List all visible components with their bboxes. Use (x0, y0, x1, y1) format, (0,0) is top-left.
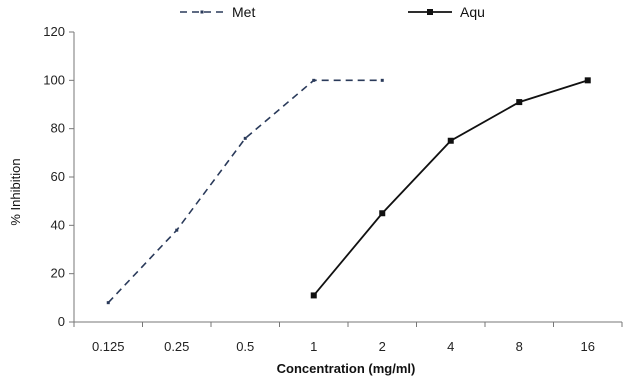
x-axis-title: Concentration (mg/ml) (277, 361, 416, 376)
legend-label-met: Met (232, 4, 255, 20)
series-line-aqu (313, 79, 589, 296)
x-tick-label: 2 (379, 339, 386, 354)
data-point-aqu (379, 210, 386, 217)
data-point-met (312, 78, 316, 82)
y-tick-label: 80 (51, 121, 65, 136)
data-point-met (106, 301, 110, 305)
data-point-aqu (447, 137, 454, 144)
x-tick-label: 0.125 (92, 339, 125, 354)
y-tick-label: 20 (51, 266, 65, 281)
x-tick-label: 8 (516, 339, 523, 354)
data-point-aqu (516, 99, 523, 106)
data-point-met (175, 228, 179, 232)
legend-label-aqu: Aqu (460, 4, 485, 20)
y-tick-label: 120 (43, 24, 65, 39)
x-tick-label: 16 (581, 339, 595, 354)
data-point-aqu (584, 77, 591, 84)
data-point-aqu (310, 292, 317, 299)
y-tick-label: 0 (58, 314, 65, 329)
y-tick-label: 40 (51, 217, 65, 232)
x-tick-label: 0.5 (236, 339, 254, 354)
series-line-met (107, 79, 383, 304)
y-tick-label: 60 (51, 169, 65, 184)
data-point-met (380, 78, 384, 82)
y-tick-label: 100 (43, 72, 65, 87)
x-tick-label: 0.25 (164, 339, 189, 354)
data-point-met (243, 136, 247, 140)
legend: Met Aqu (180, 4, 485, 20)
x-tick-label: 4 (447, 339, 454, 354)
legend-marker-aqu (427, 9, 433, 15)
legend-marker-met (200, 10, 204, 14)
x-tick-label: 1 (310, 339, 317, 354)
y-axis-title: % Inhibition (8, 158, 23, 225)
series-group (106, 77, 591, 305)
axes: 0 20 40 60 80 100 120 0.125 0.25 0.5 1 2 4 8 16 (43, 24, 623, 354)
